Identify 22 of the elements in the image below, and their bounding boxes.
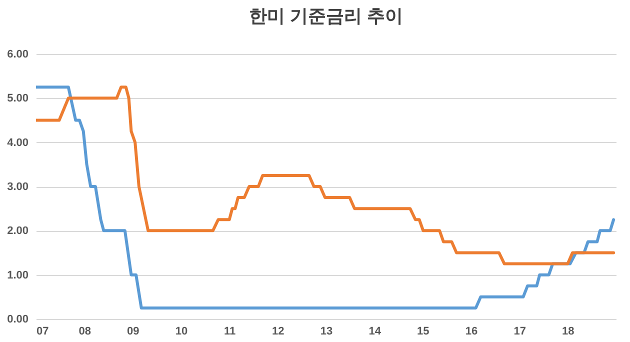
y-tick-label: 2.00 <box>7 225 28 238</box>
y-tick-label: 4.00 <box>7 136 28 149</box>
x-tick-label: 11 <box>224 326 236 338</box>
x-tick-label: 10 <box>175 326 188 338</box>
chart-title: 한미 기준금리 추이 <box>248 6 404 26</box>
y-tick-label: 5.00 <box>7 92 28 105</box>
line-series <box>36 86 616 266</box>
x-tick-label: 13 <box>320 326 333 338</box>
x-tick-label: 16 <box>465 326 478 338</box>
y-tick-label: 1.00 <box>7 269 28 282</box>
line-series <box>36 86 616 310</box>
x-tick-label: 18 <box>562 326 574 338</box>
x-tick-label: 15 <box>417 326 430 338</box>
x-tick-label: 17 <box>514 326 526 338</box>
y-tick-label: 0.00 <box>7 314 28 326</box>
x-tick-label: 09 <box>127 326 140 338</box>
x-tick-label: 14 <box>368 326 382 338</box>
x-tick-label: 07 <box>36 326 49 338</box>
x-tick-label: 12 <box>272 326 284 338</box>
y-tick-label: 3.00 <box>7 181 28 193</box>
y-tick-label: 6.00 <box>7 48 28 60</box>
x-tick-label: 08 <box>78 326 91 338</box>
